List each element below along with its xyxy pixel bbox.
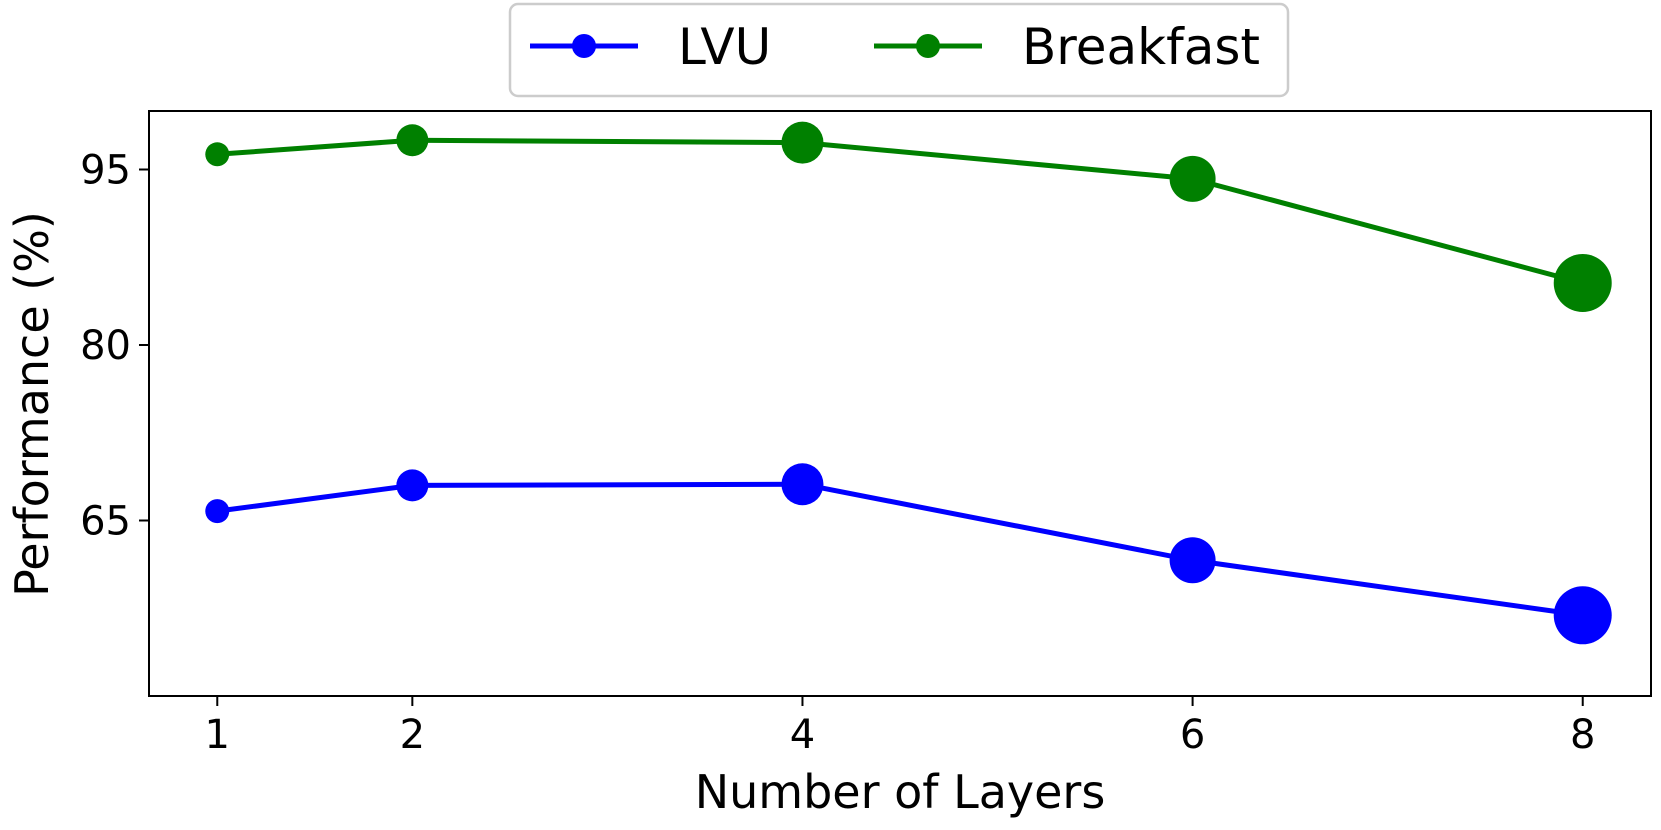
data-point [396, 469, 429, 502]
legend-item: LVU [530, 18, 771, 76]
data-point [205, 142, 230, 167]
data-point [1169, 155, 1216, 202]
series-line [217, 137, 1584, 286]
y-axis-label: Performance (%) [5, 211, 59, 597]
x-tick-label: 4 [790, 712, 815, 758]
axis-ticks: 1 2 4 6 8 65 80 95 [80, 148, 1595, 759]
data-point [1553, 253, 1612, 312]
legend-frame [508, 2, 1290, 98]
data-point [1553, 586, 1612, 645]
data-point [396, 124, 429, 157]
y-tick-label: 95 [80, 148, 131, 194]
x-tick-label: 8 [1570, 712, 1595, 758]
plot-frame [148, 110, 1652, 697]
data-point [205, 499, 230, 524]
series-line [216, 481, 1584, 618]
data-point [1169, 537, 1216, 584]
series-layer [205, 121, 1612, 645]
series-lvu [205, 463, 1612, 645]
legend-marker [572, 34, 596, 58]
x-tick-label: 6 [1180, 712, 1205, 758]
legend-item: Breakfast [874, 18, 1260, 76]
legend-label: LVU [678, 18, 771, 76]
y-tick-label: 80 [80, 323, 131, 369]
x-tick-label: 2 [400, 712, 425, 758]
x-tick-label: 1 [205, 712, 230, 758]
legend-marker [916, 34, 940, 58]
legend: LVU Breakfast [508, 2, 1290, 98]
series-breakfast [205, 121, 1612, 312]
plot-area [148, 110, 1652, 697]
legend-label: Breakfast [1022, 18, 1260, 76]
y-tick-label: 65 [80, 499, 131, 545]
data-point [781, 463, 824, 506]
x-axis-label: Number of Layers [695, 765, 1106, 819]
data-point [781, 121, 824, 164]
